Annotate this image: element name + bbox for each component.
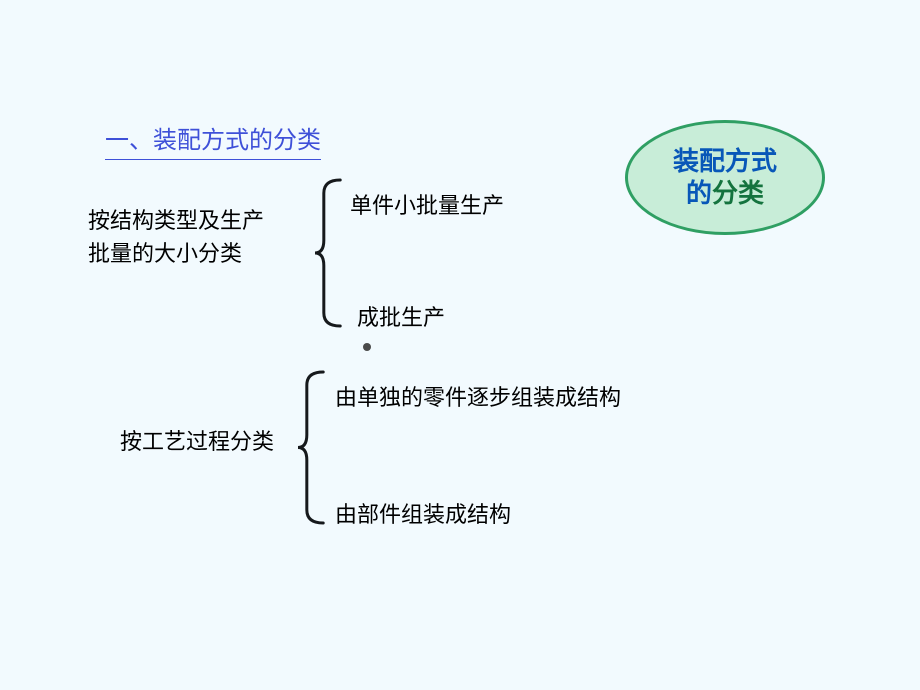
- group1-item1: 单件小批量生产: [350, 188, 504, 220]
- group1-brace: [315, 178, 343, 328]
- group2-item1: 由单独的零件逐步组装成结构: [335, 380, 621, 412]
- group2-brace: [298, 370, 326, 525]
- group2-item2: 由部件组装成结构: [335, 497, 511, 529]
- ellipse-line2-prefix: 的: [686, 178, 712, 208]
- group1-label: 按结构类型及生产 批量的大小分类: [88, 204, 264, 270]
- group2-label-line1: 按工艺过程分类: [120, 425, 274, 458]
- section-heading: 一、装配方式的分类: [105, 120, 321, 160]
- group1-label-line2: 批量的大小分类: [88, 237, 264, 270]
- center-dot: [363, 343, 371, 351]
- group2-label: 按工艺过程分类: [120, 425, 274, 458]
- ellipse-line1: 装配方式: [673, 146, 777, 177]
- ellipse-line2-emph: 分类: [712, 178, 764, 208]
- group1-item2: 成批生产: [357, 300, 445, 332]
- group1-label-line1: 按结构类型及生产: [88, 204, 264, 237]
- ellipse-line2: 的分类: [686, 178, 764, 209]
- callout-ellipse: 装配方式 的分类: [625, 120, 825, 235]
